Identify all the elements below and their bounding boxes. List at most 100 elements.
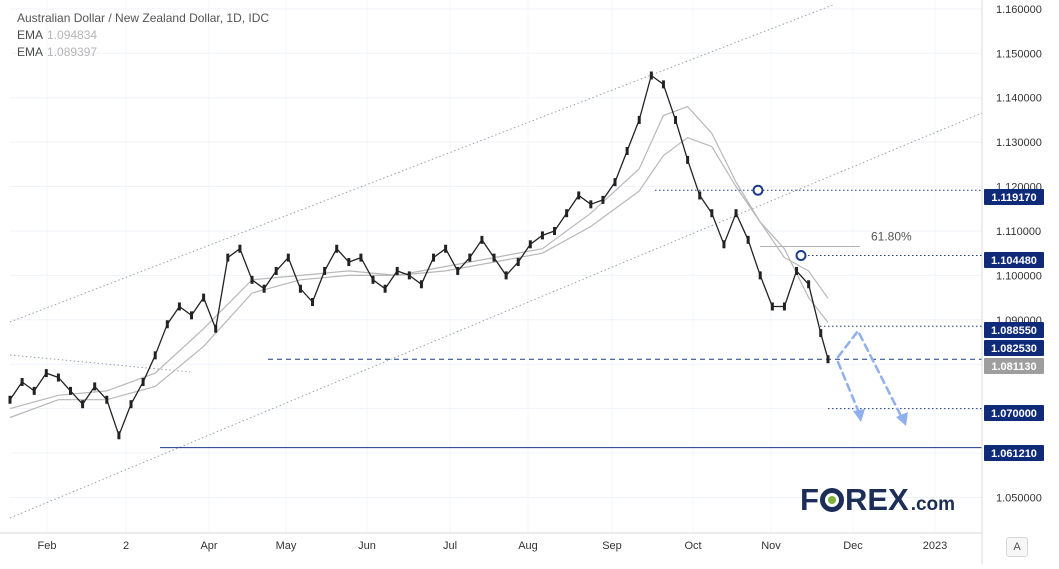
price-label-box xyxy=(984,358,1044,374)
price-candle xyxy=(734,209,738,218)
price-candle xyxy=(8,395,12,404)
y-tick-label: 1.110000 xyxy=(996,226,1041,238)
price-candle xyxy=(202,293,206,302)
price-candle xyxy=(20,377,24,386)
x-tick-label: Apr xyxy=(200,540,217,552)
price-candle xyxy=(323,266,327,275)
price-label-text: 1.061210 xyxy=(991,448,1037,460)
logo-o-icon xyxy=(819,488,844,512)
price-candle xyxy=(674,115,678,124)
price-candle xyxy=(274,266,278,275)
price-candle xyxy=(613,178,617,187)
price-candle xyxy=(516,258,520,267)
y-tick-label: 1.130000 xyxy=(996,137,1042,149)
price-candle xyxy=(710,209,714,218)
price-label-box xyxy=(984,189,1044,205)
ema-lines xyxy=(9,105,829,419)
price-candle xyxy=(480,235,484,244)
price-label-text: 1.082530 xyxy=(991,343,1037,355)
price-candle xyxy=(177,302,181,311)
price-candle xyxy=(589,200,593,209)
chart-legend: Australian Dollar / New Zealand Dollar, … xyxy=(17,10,269,61)
price-candle xyxy=(141,377,145,386)
price-candle xyxy=(819,329,823,338)
x-tick-label: Sep xyxy=(602,540,622,552)
price-candle xyxy=(117,431,121,440)
price-levels: 61.80% xyxy=(160,189,982,449)
price-candle xyxy=(577,191,581,200)
projection-arrowhead xyxy=(853,409,865,422)
logo-suffix: .com xyxy=(910,494,956,515)
price-candle xyxy=(190,311,194,320)
x-tick-label: Nov xyxy=(761,540,781,552)
logo-text-left: F xyxy=(800,482,819,517)
price-candle xyxy=(153,351,157,360)
price-candle xyxy=(395,266,399,275)
price-candle xyxy=(286,253,290,262)
price-candle xyxy=(625,147,629,156)
price-candle xyxy=(105,395,109,404)
price-candle xyxy=(347,258,351,267)
y-tick-label: 1.100000 xyxy=(996,270,1042,282)
price-candle xyxy=(69,386,73,395)
price-candle xyxy=(698,191,702,200)
price-candle xyxy=(311,298,315,307)
price-candle xyxy=(93,382,97,391)
ema-legend-row-1: EMA 1.094834 xyxy=(17,27,269,44)
ema-2-value: 1.089397 xyxy=(47,45,98,59)
price-candle xyxy=(432,253,436,262)
price-label-text: 1.070000 xyxy=(991,408,1037,420)
swing-high-marker xyxy=(795,249,807,261)
price-label-text: 1.119170 xyxy=(991,192,1036,204)
price-candle xyxy=(456,266,460,275)
x-tick-label: 2023 xyxy=(923,540,947,552)
swing-high-marker xyxy=(752,184,764,196)
axis-price-labels: 1.119170 1.104480 1.088550 1.082530 1.081130… xyxy=(984,189,1044,461)
price-candle xyxy=(686,155,690,164)
price-candle xyxy=(56,373,60,382)
price-candle xyxy=(795,266,799,275)
price-candle xyxy=(637,115,641,124)
chart-title: Australian Dollar / New Zealand Dollar, … xyxy=(17,11,270,25)
price-candle xyxy=(565,209,569,218)
y-tick-label: 1.150000 xyxy=(996,48,1042,60)
forex-logo: F REX .com xyxy=(800,482,955,518)
price-candle xyxy=(468,253,472,262)
price-candle xyxy=(528,240,532,249)
x-tick-label: Jul xyxy=(443,540,457,552)
price-candle xyxy=(722,240,726,249)
price-candle xyxy=(383,284,387,293)
price-series xyxy=(8,71,830,440)
projection-arrows xyxy=(836,328,908,426)
price-candle xyxy=(419,280,423,289)
price-candle xyxy=(44,369,48,378)
channel-upper-line xyxy=(9,4,834,323)
ema-line-1 xyxy=(9,105,829,410)
price-label-box xyxy=(984,322,1044,338)
price-candle xyxy=(298,284,302,293)
price-candle xyxy=(81,400,85,409)
price-candle xyxy=(758,271,762,280)
projection-arrow-main xyxy=(836,328,904,420)
ema-1-label: EMA xyxy=(17,28,44,42)
price-candle xyxy=(226,253,230,262)
price-candle xyxy=(371,275,375,284)
price-candle xyxy=(782,302,786,311)
price-candle xyxy=(335,244,339,253)
ema-legend-row-2: EMA 1.089397 xyxy=(17,44,269,61)
price-candle xyxy=(129,400,133,409)
price-candle xyxy=(407,271,411,280)
auto-scale-button[interactable]: A xyxy=(1006,537,1028,557)
price-label-box xyxy=(984,445,1044,461)
y-tick-label: 1.050000 xyxy=(996,492,1042,504)
price-candle xyxy=(32,386,36,395)
price-candle xyxy=(250,275,254,284)
price-label-text: 1.104480 xyxy=(991,255,1037,267)
price-label-box xyxy=(984,252,1044,268)
price-candle xyxy=(214,324,218,333)
x-tick-label: Feb xyxy=(38,540,57,552)
x-tick-label: 2 xyxy=(123,540,129,552)
y-tick-label: 1.140000 xyxy=(996,93,1042,105)
